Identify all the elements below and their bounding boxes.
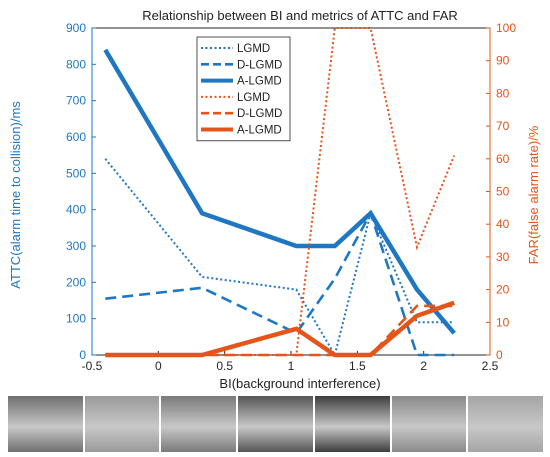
y-left-tick-label: 0 <box>79 348 86 362</box>
thumbnail-corridor-scene <box>391 396 467 452</box>
legend-label: LGMD <box>237 43 270 55</box>
y-right-tick-label: 100 <box>496 21 516 35</box>
y-right-tick-label: 10 <box>496 315 510 329</box>
thumbnail-dark-ball-scene <box>314 396 390 452</box>
series-line-far-a-lgmd <box>105 300 455 358</box>
x-tick-label: 1.5 <box>349 359 366 373</box>
y-axis-left-label: ATTC(alarm time to collision)/ms <box>8 101 23 289</box>
y-left-tick-label: 900 <box>66 21 86 35</box>
x-tick-label: 2 <box>420 359 427 373</box>
x-tick-label: 0 <box>155 359 162 373</box>
series-line-attc-a-lgmd <box>103 48 456 335</box>
y-right-tick-label: 50 <box>496 185 510 199</box>
x-tick-label: -0.5 <box>82 359 103 373</box>
y-left-tick-label: 300 <box>66 239 86 253</box>
x-tick-label: 2.5 <box>482 359 499 373</box>
y-left-tick-label: 800 <box>66 57 86 71</box>
axes: -0.5 0 0.5 1 1.5 2 2.5010020030040050060070080… <box>66 21 516 373</box>
y-right-tick-label: 30 <box>496 250 510 264</box>
x-axis-label: BI(background interference) <box>219 376 380 391</box>
thumbnail-car-road-scene <box>84 396 160 452</box>
legend-label: A-LGMD <box>237 76 282 88</box>
x-tick-label: 1 <box>288 359 295 373</box>
y-left-tick-label: 500 <box>66 166 86 180</box>
thumbnail-monitor-room-scene <box>238 396 313 452</box>
series-line-far-lgmd <box>105 27 456 356</box>
y-left-tick-label: 400 <box>66 203 86 217</box>
thumbnail-strip <box>8 396 544 452</box>
y-right-tick-label: 0 <box>496 348 503 362</box>
legend-label: LGMD <box>237 92 270 104</box>
y-axis-right-label: FAR(false alarm rate)/% <box>526 125 541 264</box>
y-left-tick-label: 200 <box>66 275 86 289</box>
thumbnail-lab-room-scene <box>468 396 544 452</box>
legend-box <box>196 36 291 142</box>
y-right-tick-label: 60 <box>496 152 510 166</box>
thumbnail-office-desk-scene <box>161 396 237 452</box>
thumbnail-street-scene <box>8 396 83 452</box>
y-right-tick-label: 80 <box>496 86 510 100</box>
y-left-tick-label: 100 <box>66 312 86 326</box>
y-right-tick-label: 70 <box>496 119 510 133</box>
x-tick-label: 0.5 <box>216 359 233 373</box>
y-left-tick-label: 600 <box>66 130 86 144</box>
legend-label: A-LGMD <box>237 125 282 137</box>
y-right-tick-label: 90 <box>496 54 510 68</box>
legend-label: D-LGMD <box>237 59 282 71</box>
chart-title: Relationship between BI and metrics of A… <box>142 8 458 23</box>
y-right-tick-label: 40 <box>496 217 510 231</box>
legend: LGMD D-LGMD A-LGMD LGMD D-LGMD A-LGMD <box>196 36 291 142</box>
series-layer <box>103 27 456 358</box>
y-right-tick-label: 20 <box>496 283 510 297</box>
legend-label: D-LGMD <box>237 108 282 120</box>
y-left-tick-label: 700 <box>66 94 86 108</box>
